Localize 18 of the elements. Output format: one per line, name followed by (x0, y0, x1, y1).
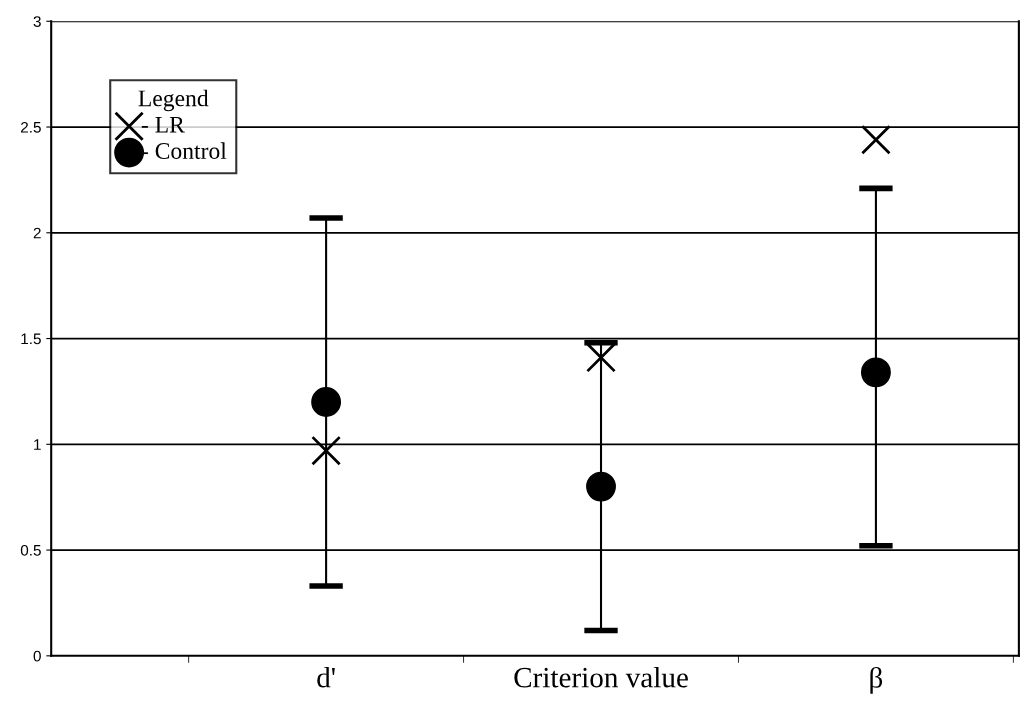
point (311, 435, 342, 466)
y-tick-label: 0 (33, 650, 41, 662)
point (861, 124, 891, 155)
x-tick-label: d' (317, 666, 335, 688)
point (586, 471, 616, 502)
legend-label: - LR (141, 117, 185, 133)
point (311, 387, 342, 417)
y-tick-label: 3 (33, 16, 41, 27)
point (861, 357, 891, 388)
y-tick-label: 1.5 (21, 333, 41, 345)
y-tick-label: 0.5 (20, 544, 41, 556)
y-tick-label: 2.5 (21, 121, 41, 133)
point (586, 342, 616, 373)
legend-title: Legend (138, 89, 209, 112)
x-tick-label: β (870, 666, 883, 694)
y-tick-label: 2 (33, 227, 41, 239)
y-tick-label: 1 (34, 439, 41, 450)
x-tick-label: Criterion value (514, 666, 688, 688)
